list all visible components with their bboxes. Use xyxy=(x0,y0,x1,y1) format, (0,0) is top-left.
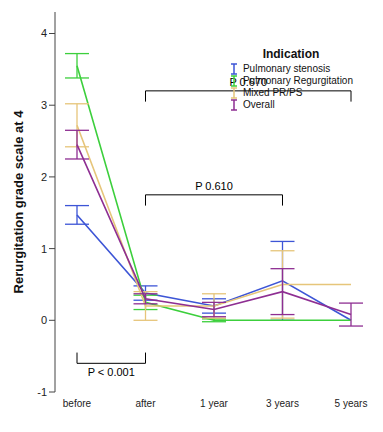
svg-text:0: 0 xyxy=(41,314,47,326)
svg-text:P 0.610: P 0.610 xyxy=(195,180,233,192)
svg-text:Rerurgitation grade scale at 4: Rerurgitation grade scale at 4 xyxy=(11,110,26,294)
svg-text:4: 4 xyxy=(41,27,47,39)
html-text:Overall: Overall xyxy=(242,99,275,110)
svg-text:5 years: 5 years xyxy=(335,398,368,409)
svg-text:3: 3 xyxy=(41,99,47,111)
html-text:Indication: Indication xyxy=(262,47,320,61)
svg-text:P < 0.001: P < 0.001 xyxy=(88,366,135,378)
svg-text:-1: -1 xyxy=(37,386,47,398)
html-text:Pulmonary stenosis: Pulmonary stenosis xyxy=(242,63,331,74)
svg-text:2: 2 xyxy=(41,171,47,183)
svg-text:after: after xyxy=(135,398,156,409)
svg-text:before: before xyxy=(63,398,92,409)
svg-text:1: 1 xyxy=(41,243,47,255)
html-text:Mixed PR/PS: Mixed PR/PS xyxy=(242,87,303,98)
svg-text:1 year: 1 year xyxy=(200,398,228,409)
svg-text:3 years: 3 years xyxy=(266,398,299,409)
html-text:Pulmonary Regurgitation: Pulmonary Regurgitation xyxy=(242,75,353,86)
